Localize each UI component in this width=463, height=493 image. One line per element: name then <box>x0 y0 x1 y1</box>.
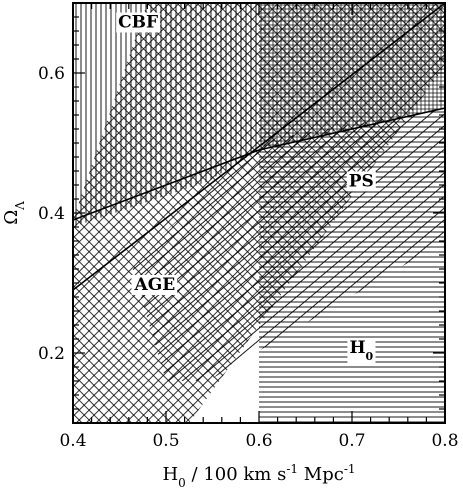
region-label-bg <box>347 338 376 363</box>
region-labels: CBF AGE PS H0 <box>116 12 376 363</box>
x-tick-label: 0.7 <box>338 431 365 451</box>
constraint-regions <box>73 3 445 423</box>
tick-labels: 0.4 0.5 0.6 0.7 0.8 0.2 0.4 0.6 <box>38 64 459 451</box>
x-axis-label: H0 / 100 km s-1 Mpc-1 <box>162 462 355 490</box>
x-tick-label: 0.8 <box>431 431 458 451</box>
x-tick-label: 0.5 <box>152 431 179 451</box>
axis-ticks <box>72 2 446 424</box>
region-label-bg <box>346 171 376 192</box>
y-tick-label: 0.4 <box>38 204 65 224</box>
region-label-bg <box>116 12 161 33</box>
region-label: PS <box>349 171 374 191</box>
x-tick-label: 0.4 <box>59 431 86 451</box>
y-tick-label: 0.2 <box>38 344 65 364</box>
x-tick-label: 0.6 <box>245 431 272 451</box>
region-label: CBF <box>118 13 158 33</box>
y-axis-label: ΩΛ <box>1 201 27 225</box>
region-label-bg <box>131 275 178 295</box>
region-h0 <box>259 108 445 423</box>
region-label: H0 <box>349 338 373 363</box>
region-label: AGE <box>134 275 176 295</box>
y-tick-label: 0.6 <box>38 64 65 84</box>
diagonal-line <box>73 3 445 291</box>
boundary-curves <box>73 3 445 291</box>
upper-boundary <box>73 107 445 221</box>
